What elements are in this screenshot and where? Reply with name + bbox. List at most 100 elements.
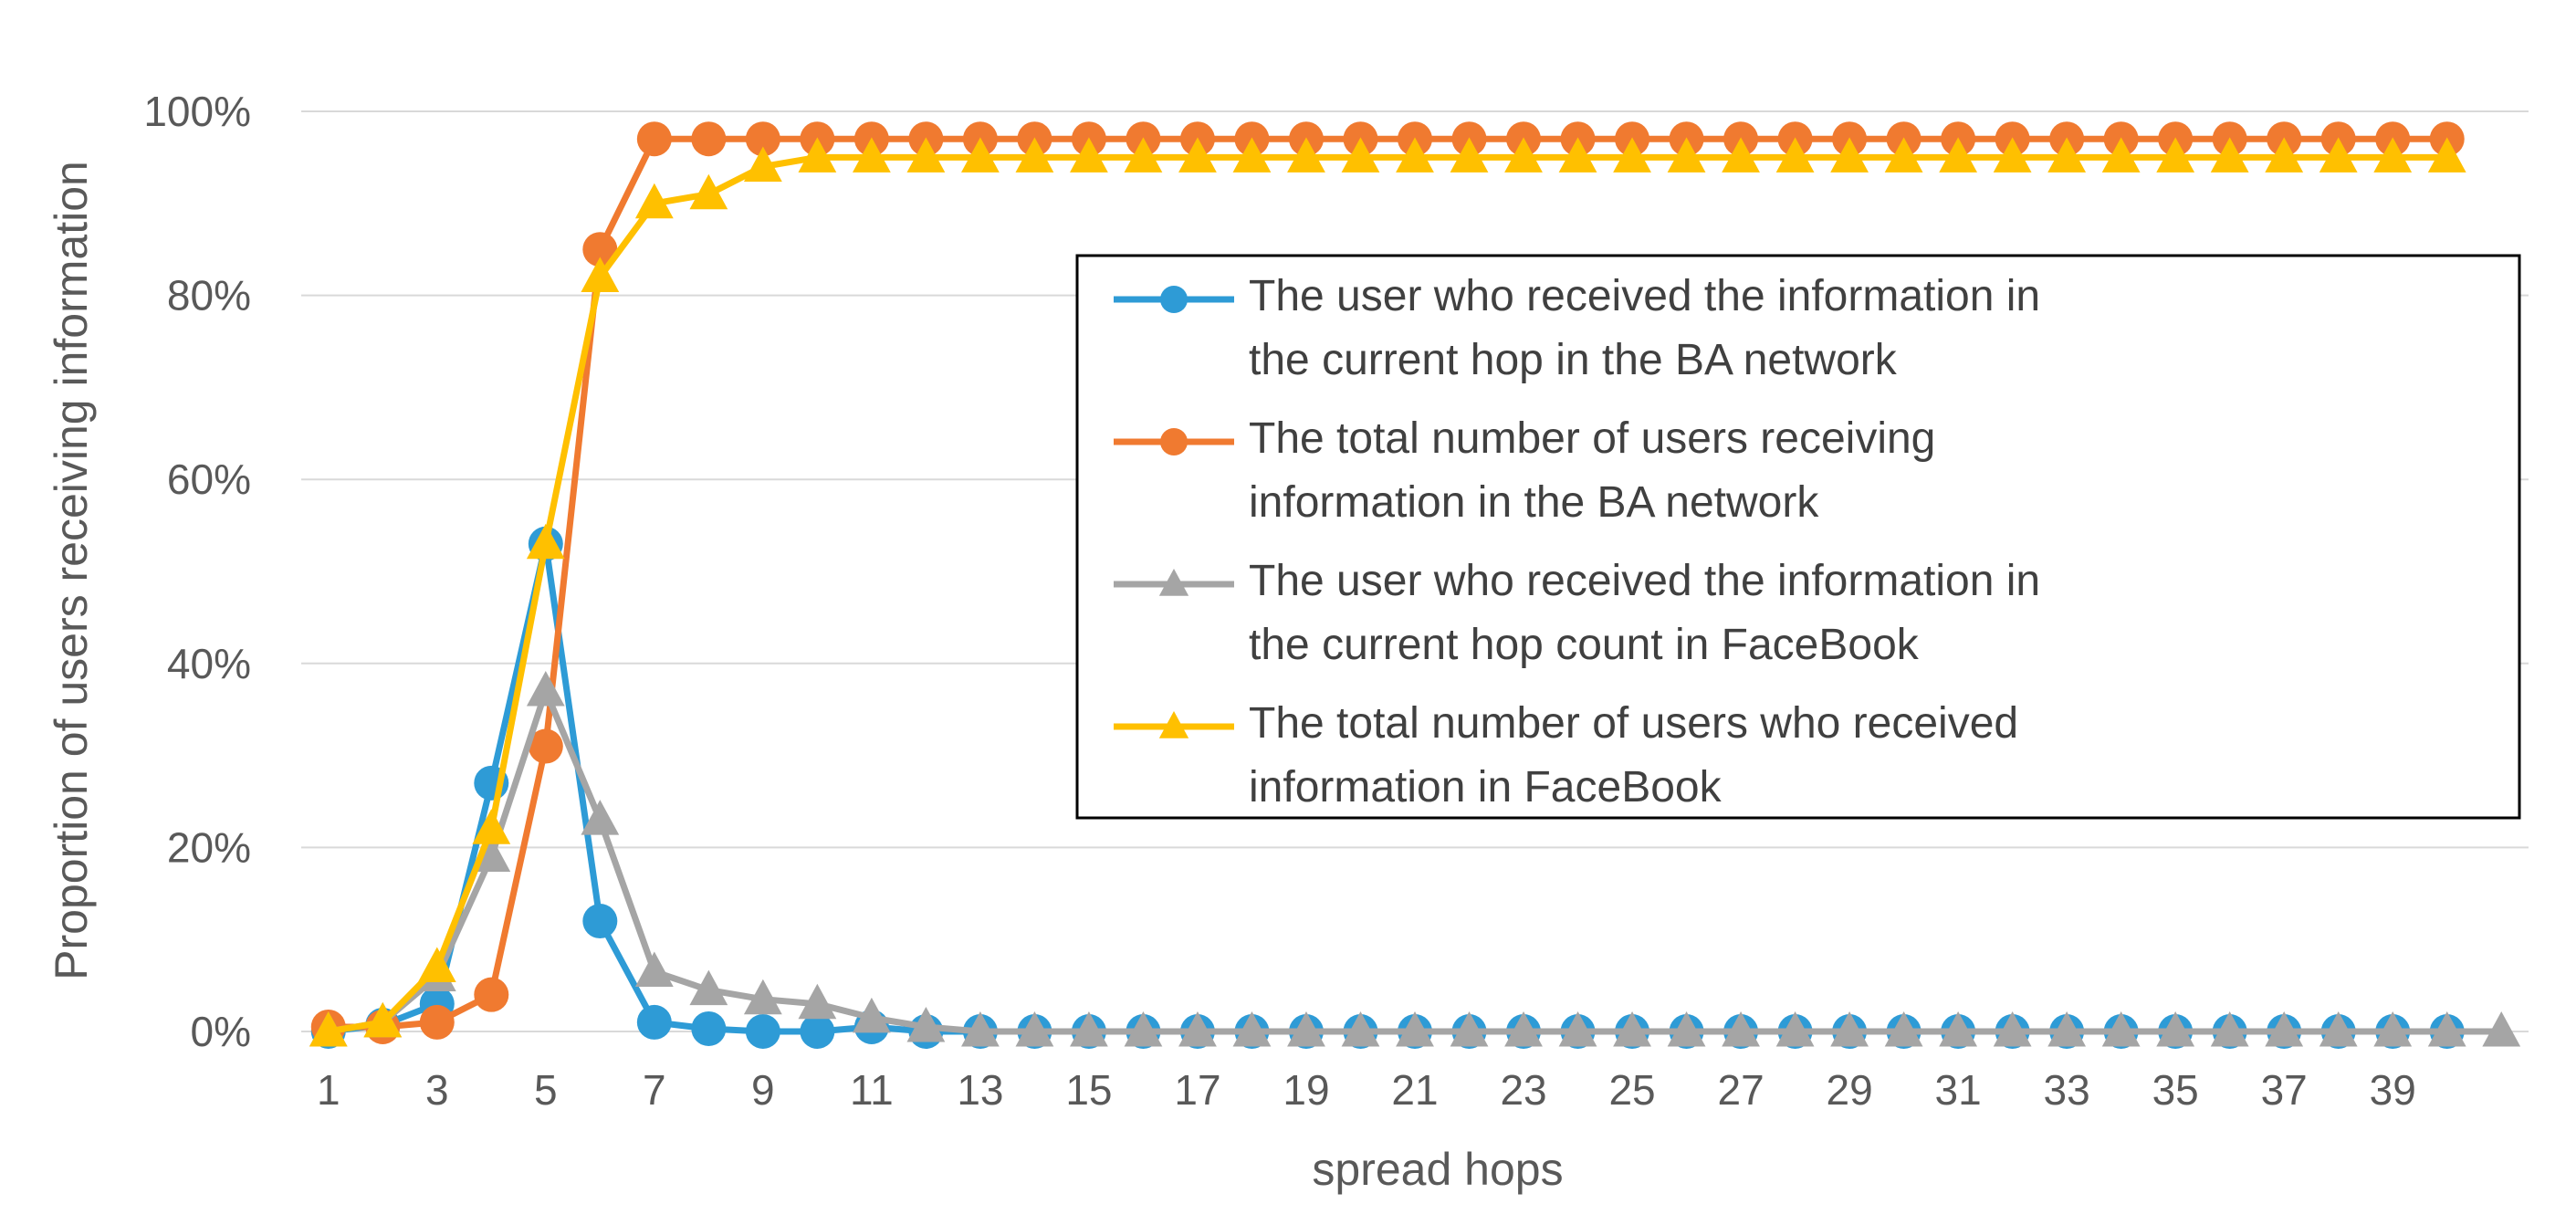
x-tick-label: 13 bbox=[957, 1066, 1003, 1114]
data-point bbox=[2210, 137, 2249, 173]
x-tick-label: 23 bbox=[1500, 1066, 1546, 1114]
data-point bbox=[1450, 1011, 1489, 1047]
data-point bbox=[1015, 1011, 1054, 1047]
data-point bbox=[800, 1014, 835, 1049]
data-point bbox=[1830, 137, 1869, 173]
data-point bbox=[636, 1004, 672, 1040]
x-tick-label: 5 bbox=[534, 1066, 558, 1114]
data-point bbox=[2047, 137, 2087, 173]
data-point bbox=[1993, 1011, 2032, 1047]
data-point bbox=[1124, 137, 1163, 173]
data-point bbox=[1178, 137, 1217, 173]
x-tick-label: 35 bbox=[2152, 1066, 2199, 1114]
data-point bbox=[1396, 137, 1434, 173]
data-point bbox=[689, 969, 728, 1006]
x-tick-label: 15 bbox=[1065, 1066, 1112, 1114]
data-point bbox=[2373, 137, 2413, 173]
data-point bbox=[1775, 137, 1815, 173]
data-point bbox=[852, 137, 891, 173]
data-point bbox=[1450, 137, 1489, 173]
data-point bbox=[1667, 1011, 1706, 1047]
x-tick-label: 39 bbox=[2370, 1066, 2416, 1114]
x-tick-label: 17 bbox=[1174, 1066, 1220, 1114]
x-tick-label: 9 bbox=[751, 1066, 775, 1114]
x-axis-ticks: 1 3 5 7 9 11 13 15 17 19 21 23 25 27 29 31 33 35 37 39 bbox=[317, 1066, 2416, 1114]
data-point bbox=[1232, 137, 1272, 173]
x-tick-label: 7 bbox=[643, 1066, 666, 1114]
data-point bbox=[2265, 1011, 2304, 1047]
data-point bbox=[634, 183, 674, 219]
data-point bbox=[1287, 137, 1325, 173]
data-point bbox=[1830, 1011, 1869, 1047]
data-point bbox=[1939, 1011, 1978, 1047]
x-axis-title: spread hops bbox=[1312, 1144, 1563, 1195]
y-tick-label: 20% bbox=[167, 823, 251, 871]
legend-label: The total number of users receiving infor… bbox=[1249, 414, 1935, 527]
data-point bbox=[526, 671, 565, 707]
legend-item: The user who received the information in… bbox=[1114, 557, 2040, 669]
data-point bbox=[1015, 137, 1054, 173]
series-facebook-total bbox=[309, 137, 2466, 1047]
x-tick-label: 31 bbox=[1935, 1066, 1982, 1114]
data-point bbox=[1884, 1011, 1923, 1047]
data-point bbox=[2156, 1011, 2195, 1047]
data-point bbox=[906, 137, 946, 173]
data-point bbox=[528, 728, 563, 764]
data-point bbox=[2482, 1011, 2521, 1047]
legend-swatch-marker bbox=[1160, 286, 1188, 313]
data-point bbox=[419, 1004, 455, 1040]
data-point bbox=[1558, 137, 1597, 173]
data-point bbox=[1722, 137, 1760, 173]
data-point bbox=[2265, 137, 2304, 173]
legend-label: The user who received the information in… bbox=[1249, 272, 2040, 384]
legend-item: The total number of users who received in… bbox=[1114, 699, 2018, 811]
data-point bbox=[2210, 1011, 2249, 1047]
data-point bbox=[691, 1010, 727, 1046]
legend-swatch-marker bbox=[1158, 711, 1189, 738]
data-point bbox=[1070, 1011, 1108, 1047]
y-axis-ticks: 0% 20% 40% 60% 80% 100% bbox=[143, 88, 251, 1055]
legend-swatch-marker bbox=[1160, 428, 1188, 455]
data-point bbox=[1993, 137, 2032, 173]
data-point bbox=[472, 809, 511, 844]
data-point bbox=[2156, 137, 2195, 173]
legend-swatch-marker bbox=[1158, 569, 1189, 596]
y-tick-label: 60% bbox=[167, 455, 251, 503]
x-tick-label: 37 bbox=[2261, 1066, 2308, 1114]
x-tick-label: 1 bbox=[317, 1066, 340, 1114]
data-point bbox=[363, 1001, 403, 1038]
x-tick-label: 3 bbox=[425, 1066, 449, 1114]
y-tick-label: 40% bbox=[167, 640, 251, 687]
series-line bbox=[328, 135, 2447, 1031]
data-point bbox=[2427, 137, 2466, 173]
x-tick-label: 33 bbox=[2044, 1066, 2090, 1114]
x-tick-label: 11 bbox=[850, 1066, 894, 1114]
data-point bbox=[2101, 137, 2141, 173]
data-point bbox=[1232, 1011, 1272, 1047]
legend-label: The total number of users who received in… bbox=[1249, 699, 2018, 811]
data-point bbox=[1504, 137, 1543, 173]
data-point bbox=[2319, 1011, 2358, 1047]
legend-item: The total number of users receiving infor… bbox=[1114, 414, 1935, 527]
data-point bbox=[1667, 137, 1706, 173]
data-point bbox=[1558, 1011, 1597, 1047]
y-tick-label: 100% bbox=[143, 88, 251, 135]
data-point bbox=[689, 173, 728, 210]
data-point bbox=[961, 137, 1000, 173]
data-point bbox=[1775, 1011, 1815, 1047]
data-point bbox=[474, 977, 509, 1012]
data-point bbox=[1722, 1011, 1760, 1047]
x-tick-label: 29 bbox=[1827, 1066, 1873, 1114]
series-line bbox=[328, 153, 2447, 1035]
data-point bbox=[1124, 1011, 1163, 1047]
data-point bbox=[2319, 137, 2358, 173]
data-point bbox=[1613, 1011, 1651, 1047]
data-point bbox=[1504, 1011, 1543, 1047]
data-point bbox=[526, 523, 565, 560]
legend-label: The user who received the information in… bbox=[1249, 557, 2040, 669]
data-point bbox=[1178, 1011, 1217, 1047]
data-point bbox=[906, 1006, 946, 1042]
data-point bbox=[472, 836, 511, 872]
y-axis-title: Proportion of users receiving informatio… bbox=[46, 161, 97, 980]
